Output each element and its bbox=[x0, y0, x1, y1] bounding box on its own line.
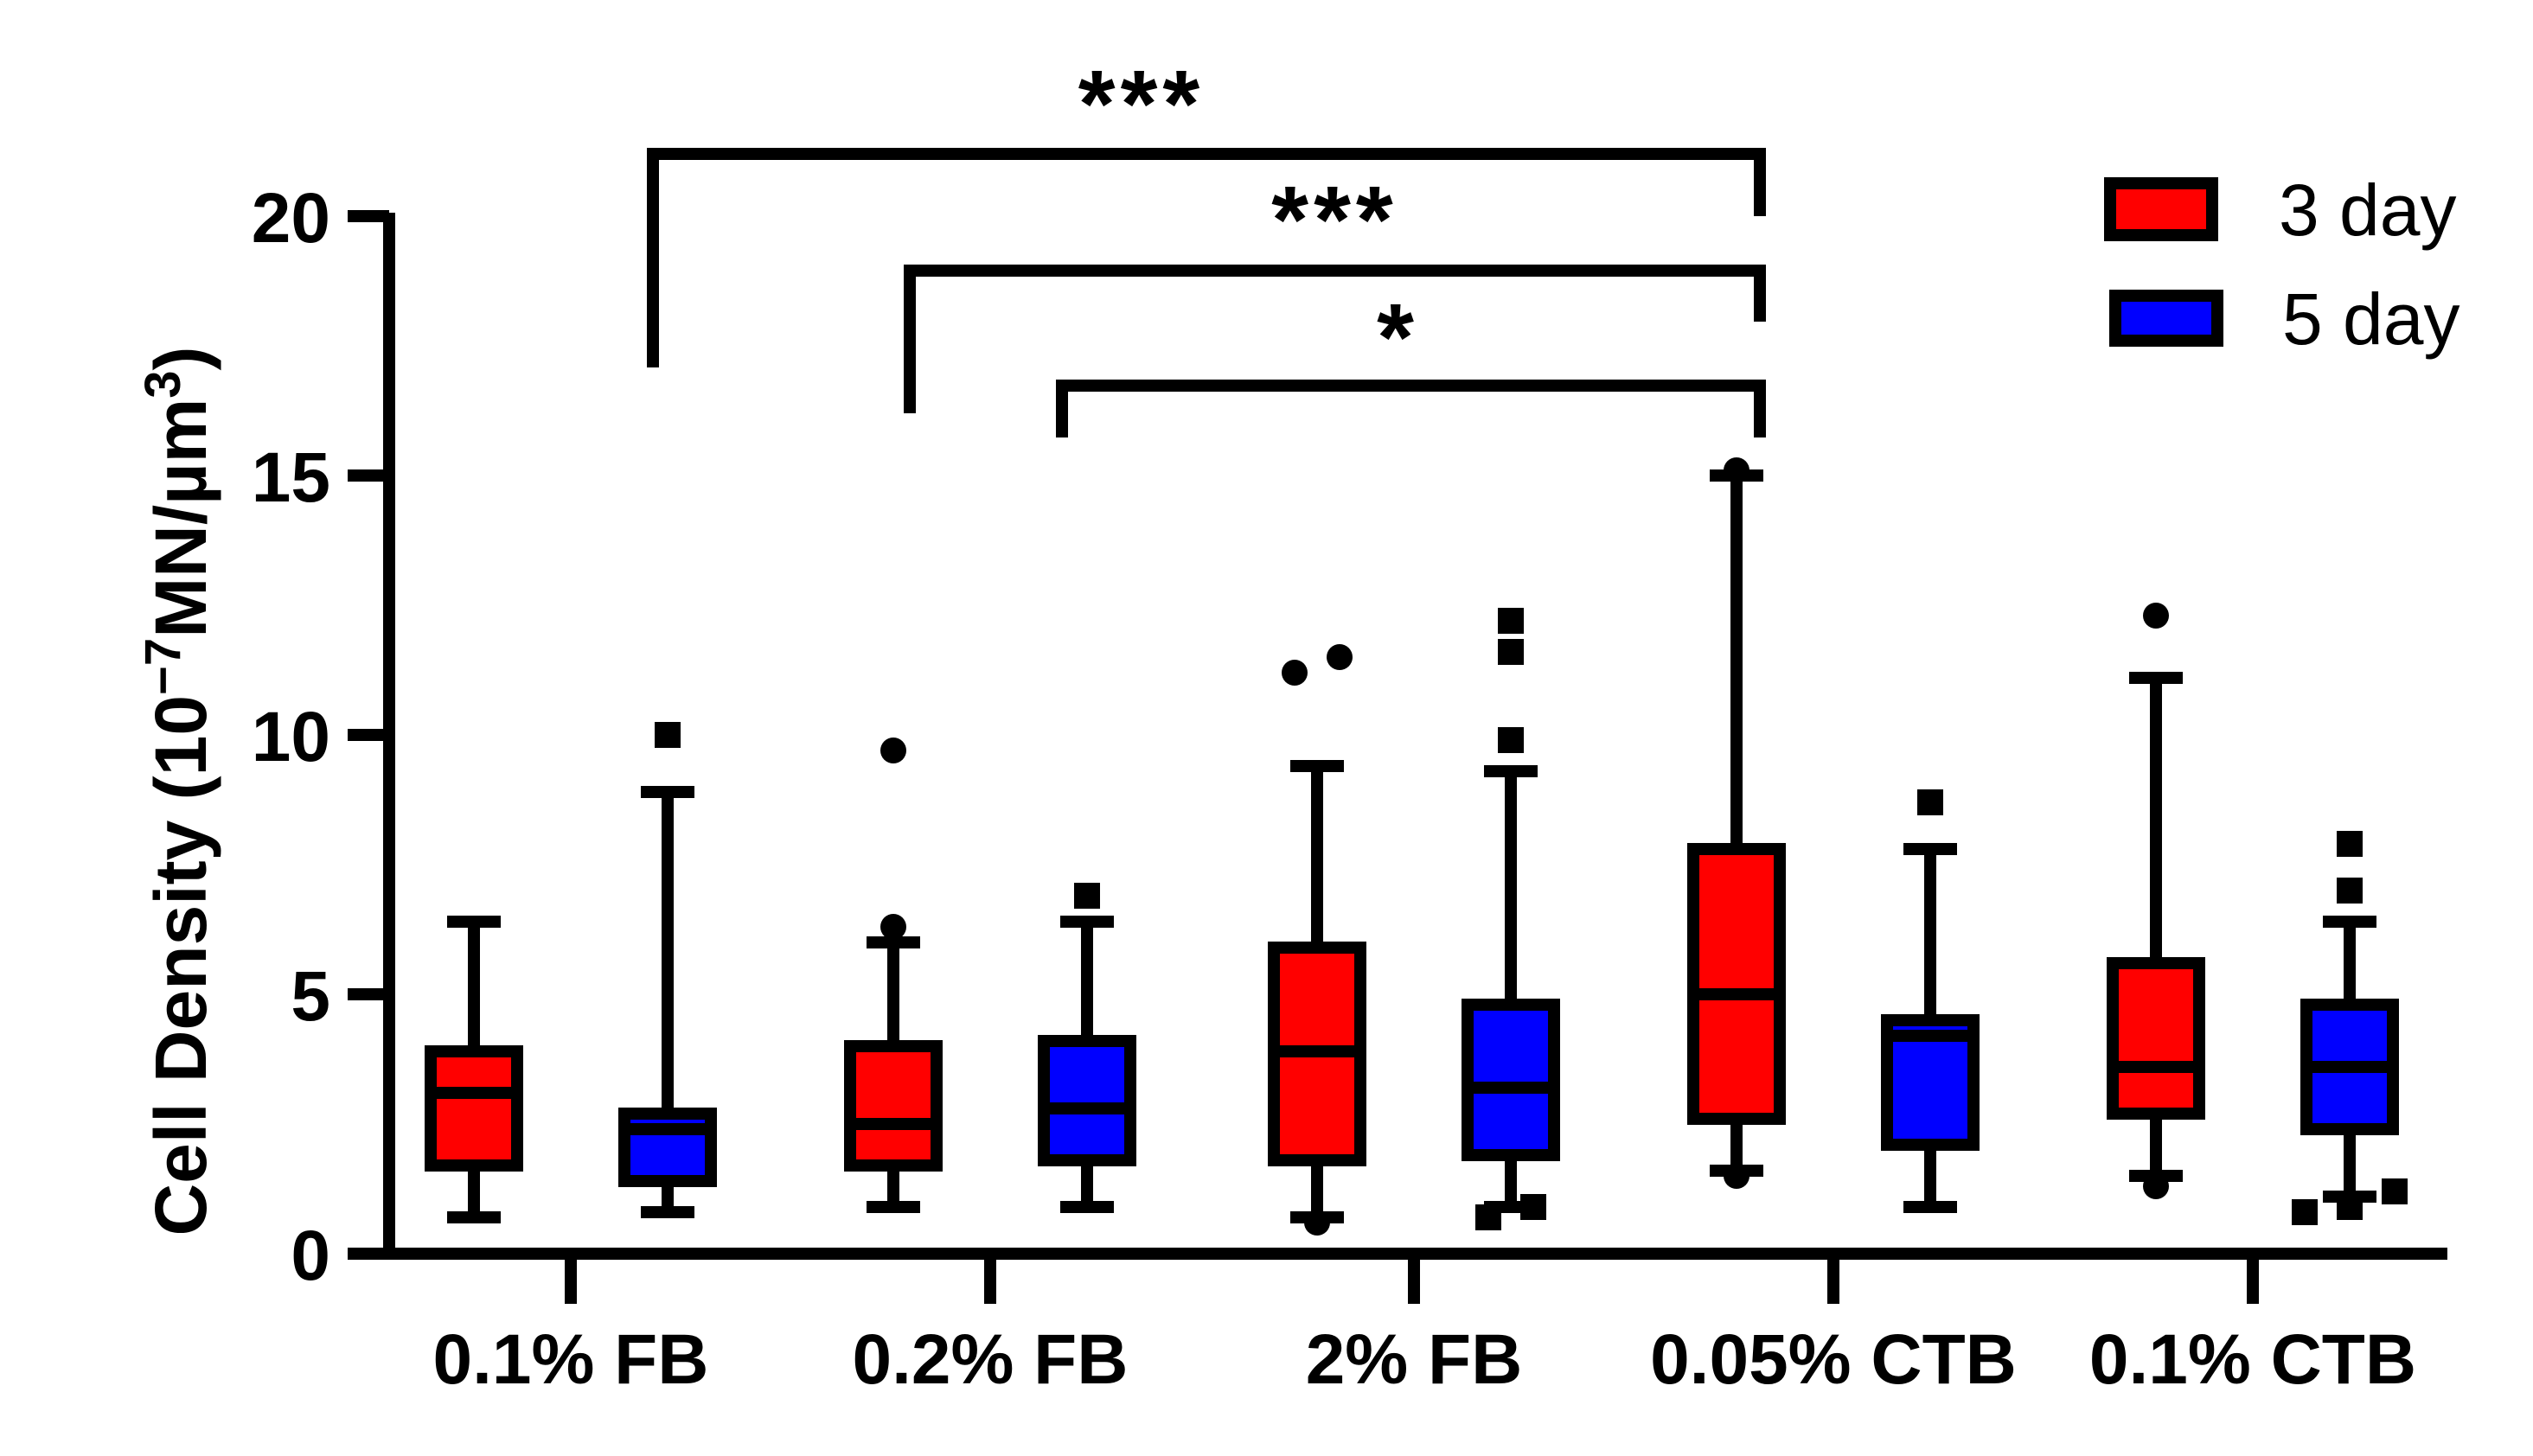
significance-label: *** bbox=[1078, 51, 1205, 157]
outlier-point bbox=[2337, 1194, 2363, 1220]
y-tick-labels: 0 5 10 15 20 bbox=[252, 179, 330, 1295]
box-iqr bbox=[425, 1045, 523, 1172]
outlier-point bbox=[1498, 608, 1524, 634]
box-series bbox=[425, 457, 2408, 1236]
legend-label-3-day: 3 day bbox=[2279, 169, 2457, 251]
significance-label: *** bbox=[1271, 167, 1398, 273]
y-axis-title: Cell Density (10−7MN/µm3) bbox=[135, 346, 221, 1236]
outlier-point bbox=[1327, 644, 1353, 670]
outlier-point bbox=[880, 738, 906, 763]
legend-label-5-day: 5 day bbox=[2282, 278, 2460, 360]
outlier-point bbox=[1724, 457, 1749, 483]
x-tick-label: 0.1% FB bbox=[433, 1320, 709, 1399]
box-3-day-4 bbox=[1687, 457, 1786, 1189]
outlier-point bbox=[2382, 1178, 2408, 1204]
box-5-day-2 bbox=[1038, 883, 1136, 1213]
y-tick-label: 10 bbox=[252, 698, 330, 776]
box-5-day-5 bbox=[2292, 831, 2408, 1225]
y-tick-label: 20 bbox=[252, 179, 330, 258]
outlier-point bbox=[1520, 1194, 1546, 1220]
significance-label: * bbox=[1377, 284, 1419, 391]
outlier-point bbox=[2143, 603, 2169, 629]
bracket-line bbox=[1056, 380, 1766, 437]
outlier-point bbox=[2143, 1173, 2169, 1199]
axes bbox=[348, 210, 2447, 1304]
box-3-day-5 bbox=[2107, 603, 2205, 1199]
outlier-point bbox=[1475, 1204, 1501, 1230]
box-5-day-4 bbox=[1881, 789, 1980, 1213]
significance-brackets: ******* bbox=[647, 51, 1766, 437]
significance-bracket-1: *** bbox=[647, 51, 1766, 367]
outlier-point bbox=[1498, 727, 1524, 753]
significance-bracket-3: * bbox=[1056, 284, 1766, 437]
legend: 3 day 5 day bbox=[2104, 169, 2460, 360]
box-5-day-3 bbox=[1462, 608, 1560, 1230]
legend-swatch-3-day bbox=[2104, 177, 2218, 241]
significance-bracket-2: *** bbox=[904, 167, 1766, 413]
x-tick-label: 0.2% FB bbox=[853, 1320, 1129, 1399]
x-tick-labels: 0.1% FB 0.2% FB 2% FB 0.05% CTB 0.1% CTB bbox=[433, 1320, 2417, 1399]
box-3-day-3 bbox=[1268, 644, 1366, 1236]
bracket-line bbox=[647, 148, 1766, 367]
y-tick-label: 5 bbox=[291, 957, 330, 1036]
outlier-point bbox=[655, 722, 681, 748]
outlier-point bbox=[1498, 639, 1524, 665]
outlier-point bbox=[2337, 878, 2363, 904]
y-tick-label: 15 bbox=[252, 438, 330, 517]
box-5-day-1 bbox=[618, 722, 717, 1218]
outlier-point bbox=[1282, 660, 1308, 686]
box-iqr bbox=[1462, 999, 1560, 1161]
bracket-line bbox=[904, 265, 1766, 413]
outlier-point bbox=[1724, 1163, 1749, 1189]
legend-swatch-5-day bbox=[2109, 290, 2223, 347]
outlier-point bbox=[1304, 1210, 1330, 1236]
box-iqr bbox=[1687, 843, 1786, 1125]
outlier-point bbox=[880, 914, 906, 940]
box-3-day-2 bbox=[844, 738, 943, 1213]
outlier-point bbox=[1917, 789, 1943, 815]
outlier-point bbox=[2292, 1199, 2318, 1225]
y-tick-label: 0 bbox=[291, 1217, 330, 1295]
outlier-point bbox=[2337, 831, 2363, 857]
box-3-day-1 bbox=[425, 916, 523, 1223]
outlier-point bbox=[1074, 883, 1100, 909]
x-tick-label: 2% FB bbox=[1306, 1320, 1523, 1399]
box-iqr bbox=[1038, 1035, 1136, 1166]
box-iqr bbox=[2107, 957, 2205, 1120]
x-tick-label: 0.1% CTB bbox=[2089, 1320, 2416, 1399]
x-tick-label: 0.05% CTB bbox=[1650, 1320, 2017, 1399]
box-iqr bbox=[844, 1040, 943, 1172]
